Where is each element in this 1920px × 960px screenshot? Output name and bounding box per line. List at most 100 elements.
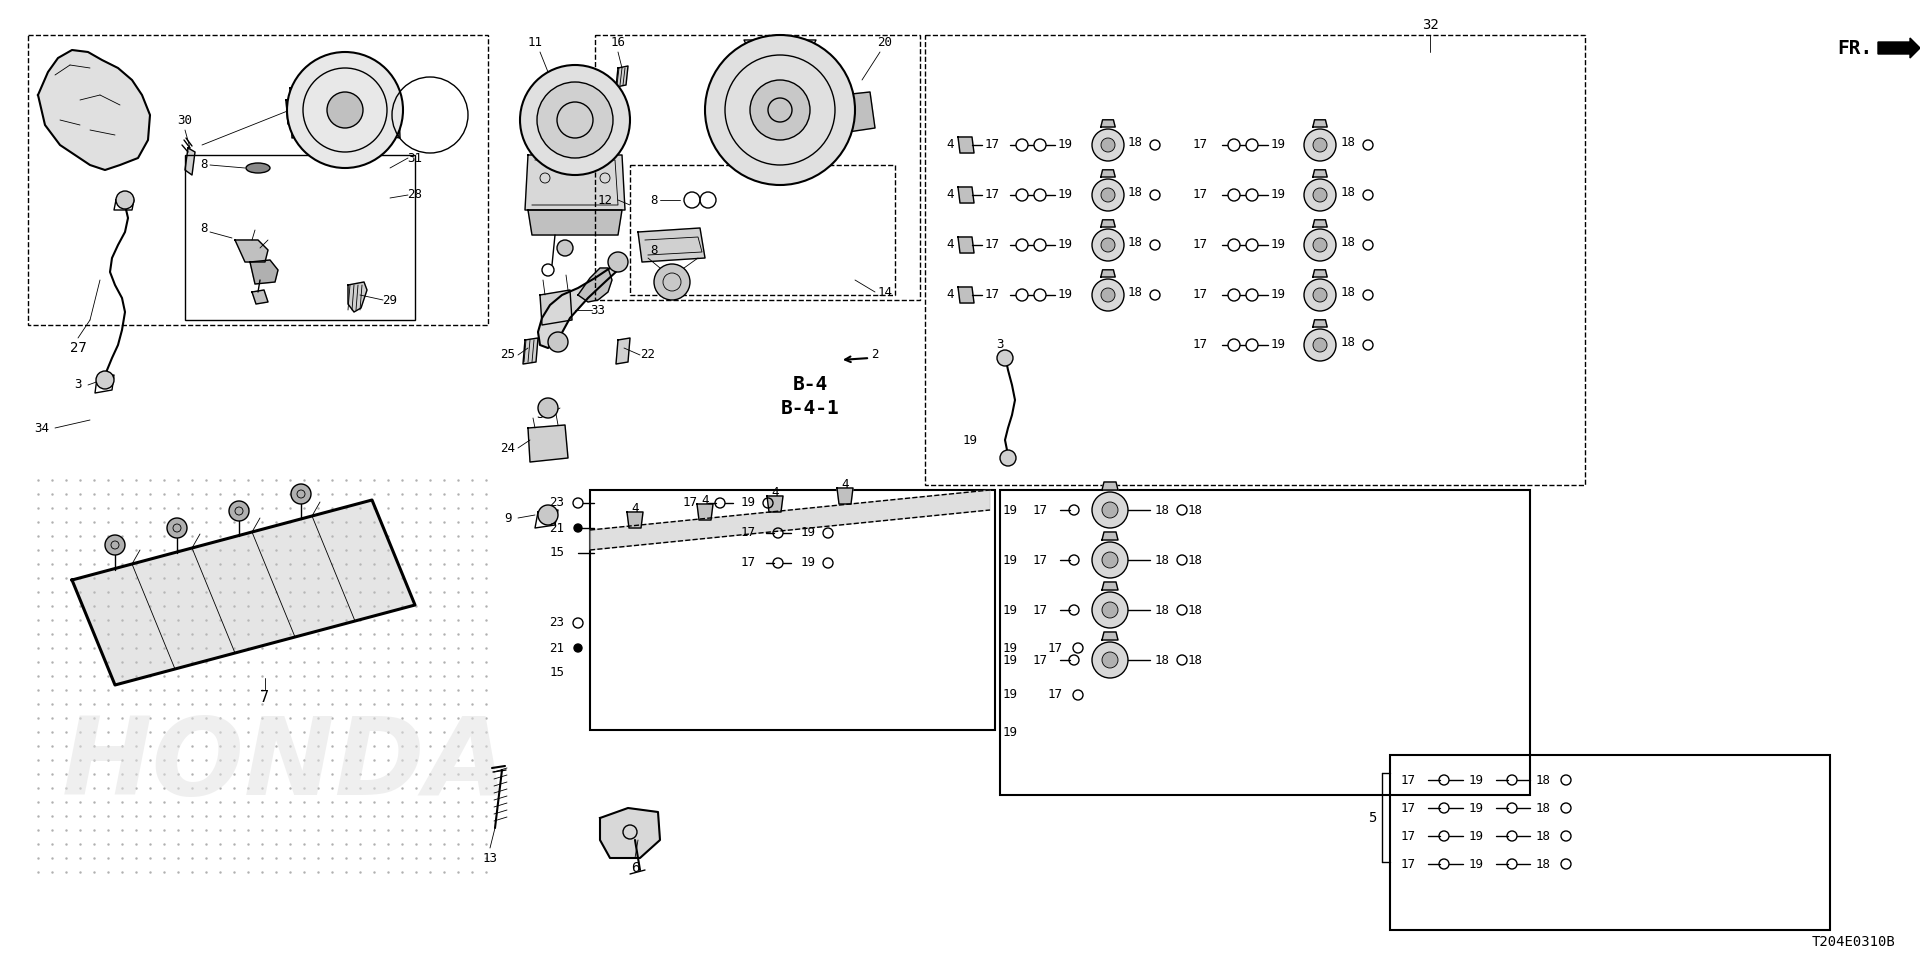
Circle shape	[1092, 179, 1123, 211]
Text: 18: 18	[1154, 604, 1169, 616]
Circle shape	[574, 644, 582, 652]
Circle shape	[1246, 339, 1258, 351]
Circle shape	[1092, 642, 1129, 678]
Circle shape	[996, 350, 1014, 366]
Text: 19: 19	[1271, 238, 1286, 252]
Circle shape	[1092, 592, 1129, 628]
Text: B-4: B-4	[793, 375, 828, 395]
Polygon shape	[1102, 582, 1117, 590]
Circle shape	[1229, 189, 1240, 201]
Circle shape	[1092, 229, 1123, 261]
Polygon shape	[184, 148, 196, 175]
Text: 21: 21	[549, 521, 564, 535]
Text: 19: 19	[1058, 289, 1073, 301]
Text: 19: 19	[1469, 857, 1484, 871]
Text: 19: 19	[1002, 654, 1018, 666]
Text: 17: 17	[1400, 774, 1415, 786]
Text: 17: 17	[1048, 688, 1062, 702]
Bar	[925, 35, 1586, 485]
Circle shape	[1102, 502, 1117, 518]
Circle shape	[538, 505, 559, 525]
Text: 15: 15	[549, 546, 564, 560]
Circle shape	[326, 92, 363, 128]
Text: 8: 8	[200, 222, 207, 234]
Circle shape	[115, 191, 134, 209]
Text: 18: 18	[1187, 503, 1202, 516]
Polygon shape	[589, 490, 991, 550]
Text: 18: 18	[1127, 136, 1142, 150]
Polygon shape	[73, 500, 415, 685]
Bar	[184, 155, 415, 320]
Text: 19: 19	[1271, 289, 1286, 301]
Polygon shape	[1100, 220, 1116, 227]
Text: 16: 16	[611, 36, 626, 49]
Text: 7: 7	[261, 690, 269, 706]
Text: 22: 22	[641, 348, 655, 362]
Text: 17: 17	[1048, 641, 1062, 655]
Text: 34: 34	[35, 421, 50, 435]
Text: 4: 4	[947, 289, 954, 301]
Text: 11: 11	[528, 36, 543, 49]
Polygon shape	[745, 48, 814, 65]
Bar	[595, 35, 920, 300]
Circle shape	[1016, 239, 1027, 251]
Text: 19: 19	[1271, 339, 1286, 351]
Text: 19: 19	[1469, 774, 1484, 786]
Circle shape	[1100, 188, 1116, 202]
Circle shape	[1016, 289, 1027, 301]
Text: 4: 4	[701, 493, 708, 507]
Text: 24: 24	[501, 442, 515, 454]
Text: 17: 17	[1400, 802, 1415, 814]
Ellipse shape	[246, 163, 271, 173]
Polygon shape	[1102, 532, 1117, 540]
Polygon shape	[522, 338, 538, 364]
Polygon shape	[1100, 170, 1116, 177]
Circle shape	[751, 80, 810, 140]
Circle shape	[520, 65, 630, 175]
Polygon shape	[599, 808, 660, 858]
Text: 12: 12	[597, 194, 612, 206]
Text: 17: 17	[985, 289, 1000, 301]
Text: 31: 31	[407, 152, 422, 164]
Circle shape	[1304, 329, 1336, 361]
Circle shape	[1246, 189, 1258, 201]
Polygon shape	[538, 258, 626, 348]
Text: 19: 19	[801, 557, 816, 569]
Text: 18: 18	[1340, 136, 1356, 150]
Bar	[1390, 755, 1830, 930]
Circle shape	[557, 240, 572, 256]
Circle shape	[1092, 492, 1129, 528]
Bar	[589, 490, 995, 730]
Circle shape	[1035, 189, 1046, 201]
Text: 4: 4	[947, 188, 954, 202]
Circle shape	[1313, 338, 1327, 352]
Circle shape	[609, 252, 628, 272]
Circle shape	[1100, 288, 1116, 302]
Circle shape	[547, 332, 568, 352]
Text: 18: 18	[1187, 604, 1202, 616]
Text: 13: 13	[482, 852, 497, 865]
Text: 3: 3	[75, 378, 83, 392]
Text: 19: 19	[962, 434, 977, 446]
Polygon shape	[843, 92, 876, 132]
Bar	[29, 35, 488, 325]
Text: 19: 19	[1271, 188, 1286, 202]
Text: 18: 18	[1127, 286, 1142, 300]
Text: 19: 19	[1058, 188, 1073, 202]
Circle shape	[1313, 238, 1327, 252]
Circle shape	[1100, 238, 1116, 252]
Text: 20: 20	[877, 36, 893, 49]
Text: 3: 3	[536, 409, 543, 421]
Circle shape	[1035, 289, 1046, 301]
Text: 19: 19	[1002, 503, 1018, 516]
Text: 19: 19	[1002, 554, 1018, 566]
Polygon shape	[1102, 482, 1117, 490]
Circle shape	[1000, 450, 1016, 466]
Circle shape	[1313, 138, 1327, 152]
Polygon shape	[958, 237, 973, 253]
Circle shape	[655, 264, 689, 300]
Circle shape	[1246, 139, 1258, 151]
Circle shape	[1092, 542, 1129, 578]
Text: 8: 8	[200, 158, 207, 172]
Circle shape	[538, 398, 559, 418]
